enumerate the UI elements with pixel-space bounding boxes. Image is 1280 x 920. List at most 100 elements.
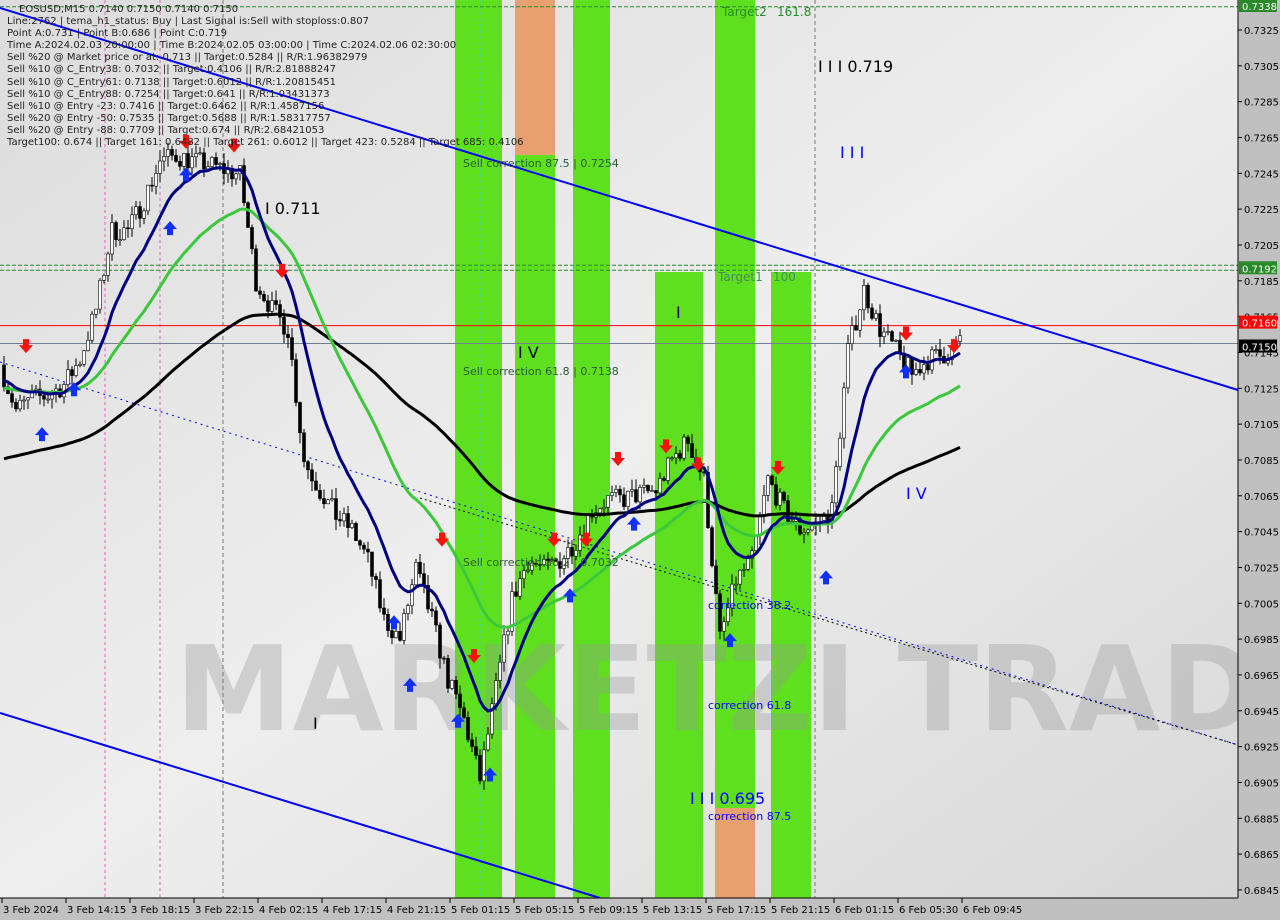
bull-candle — [190, 156, 194, 169]
bull-candle — [758, 515, 762, 536]
zone-bands — [455, 0, 811, 898]
bull-candle — [834, 466, 838, 504]
bull-candle — [754, 534, 758, 551]
sell-arrow-icon — [467, 649, 481, 664]
wave-iv-label: I V — [518, 343, 539, 362]
info-line: Target100: 0.674 || Target 161: 0.6482 |… — [7, 137, 524, 149]
price-label-box — [1239, 315, 1277, 329]
bear-candle — [938, 349, 942, 357]
price-label-box — [1239, 339, 1277, 353]
sell-arrow-icon — [435, 532, 449, 547]
time-tick-label: 5 Feb 21:15 — [771, 905, 830, 916]
bull-candle — [522, 570, 526, 580]
bull-candle — [102, 275, 106, 281]
bear-candle — [442, 657, 446, 660]
price-axis[interactable] — [1238, 0, 1280, 920]
bear-candle — [114, 222, 118, 241]
wave-i-label: I — [313, 714, 318, 733]
bull-candle — [562, 558, 566, 569]
bull-candle — [94, 308, 98, 315]
bull-candle — [414, 562, 418, 586]
bear-candle — [126, 227, 130, 230]
bull-candle — [746, 558, 750, 570]
time-axis[interactable] — [0, 898, 1280, 920]
bull-candle — [90, 313, 94, 341]
bull-candle — [934, 349, 938, 351]
bear-candle — [302, 432, 306, 462]
bull-candle — [502, 634, 506, 663]
bear-candle — [618, 488, 622, 496]
chart-title: EOSUSD,M15 0.7140 0.7150 0.7140 0.7150 — [19, 4, 239, 15]
bull-candle — [630, 489, 634, 492]
price-label-text: 0.7192 — [1242, 264, 1277, 275]
bear-candle — [286, 333, 290, 338]
bull-candle — [106, 253, 110, 276]
bull-candle — [858, 309, 862, 331]
candles — [2, 142, 962, 790]
bear-candle — [366, 548, 370, 553]
bear-candle — [534, 562, 538, 565]
green-band — [455, 0, 502, 898]
bull-candle — [526, 569, 530, 572]
bear-candle — [774, 484, 778, 506]
bear-candle — [718, 593, 722, 632]
time-tick-label: 5 Feb 09:15 — [579, 905, 638, 916]
buy-arrow-icon — [403, 677, 417, 692]
bull-candle — [862, 284, 866, 311]
bull-candle — [86, 339, 90, 351]
bear-candle — [358, 540, 362, 546]
bull-candle — [270, 300, 274, 312]
bull-candle — [234, 173, 238, 180]
buy-arrow-icon — [563, 588, 577, 603]
grid-vlines — [104, 0, 816, 898]
sell-correction-618-label: Sell correction 61.8 | 0.7138 — [463, 365, 619, 378]
fast-ma-line — [3, 166, 961, 713]
upper-trendline[interactable] — [0, 7, 1239, 391]
bull-candle — [518, 578, 522, 597]
time-tick-label: 3 Feb 22:15 — [195, 905, 254, 916]
bull-candle — [658, 478, 662, 494]
bull-candle — [326, 499, 330, 505]
correction-875-label: correction 87.5 — [708, 810, 791, 823]
bull-candle — [842, 387, 846, 439]
bull-candle — [402, 613, 406, 641]
wave-iv-label: I V — [906, 484, 927, 503]
bear-candle — [514, 591, 518, 597]
bull-candle — [490, 703, 494, 735]
bull-candle — [846, 343, 850, 389]
bear-candle — [570, 547, 574, 557]
buy-arrow-icon — [67, 382, 81, 397]
bear-candle — [710, 527, 714, 567]
bear-candle — [258, 290, 262, 295]
sell-arrow-icon — [19, 339, 33, 354]
price-tick-label: 0.7225 — [1244, 205, 1279, 216]
price-tick-label: 0.7245 — [1244, 169, 1279, 180]
price-label-text: 0.7338 — [1242, 2, 1277, 13]
buy-arrow-icon — [163, 221, 177, 236]
price-tick-label: 0.7045 — [1244, 528, 1279, 539]
price-tick-label: 0.7145 — [1244, 348, 1279, 359]
wave-iii-0695-label: I I I 0.695 — [690, 789, 765, 808]
time-tick-label: 3 Feb 2024 — [3, 905, 59, 916]
bear-candle — [42, 395, 46, 400]
price-tick-label: 0.7005 — [1244, 599, 1279, 610]
bear-candle — [866, 284, 870, 309]
price-tick-label: 0.6985 — [1244, 635, 1279, 646]
bull-candle — [154, 173, 158, 187]
target2-label: Target2 — [721, 5, 767, 19]
time-tick-label: 5 Feb 01:15 — [451, 905, 510, 916]
correction-618-label: correction 61.8 — [708, 699, 791, 712]
wave-i-label: I — [676, 303, 681, 322]
price-tick-label: 0.6845 — [1244, 886, 1279, 897]
time-tick-label: 6 Feb 01:15 — [835, 905, 894, 916]
bear-candle — [170, 149, 174, 156]
lower-trendline[interactable] — [0, 712, 601, 899]
bear-candle — [398, 630, 402, 641]
annotations: Sell correction 87.5 | 0.7254 Sell corre… — [265, 5, 927, 823]
bear-candle — [782, 491, 786, 501]
bear-candle — [558, 561, 562, 569]
bull-candle — [158, 160, 162, 174]
mid-ma-line — [3, 207, 961, 629]
bull-candle — [18, 400, 22, 410]
